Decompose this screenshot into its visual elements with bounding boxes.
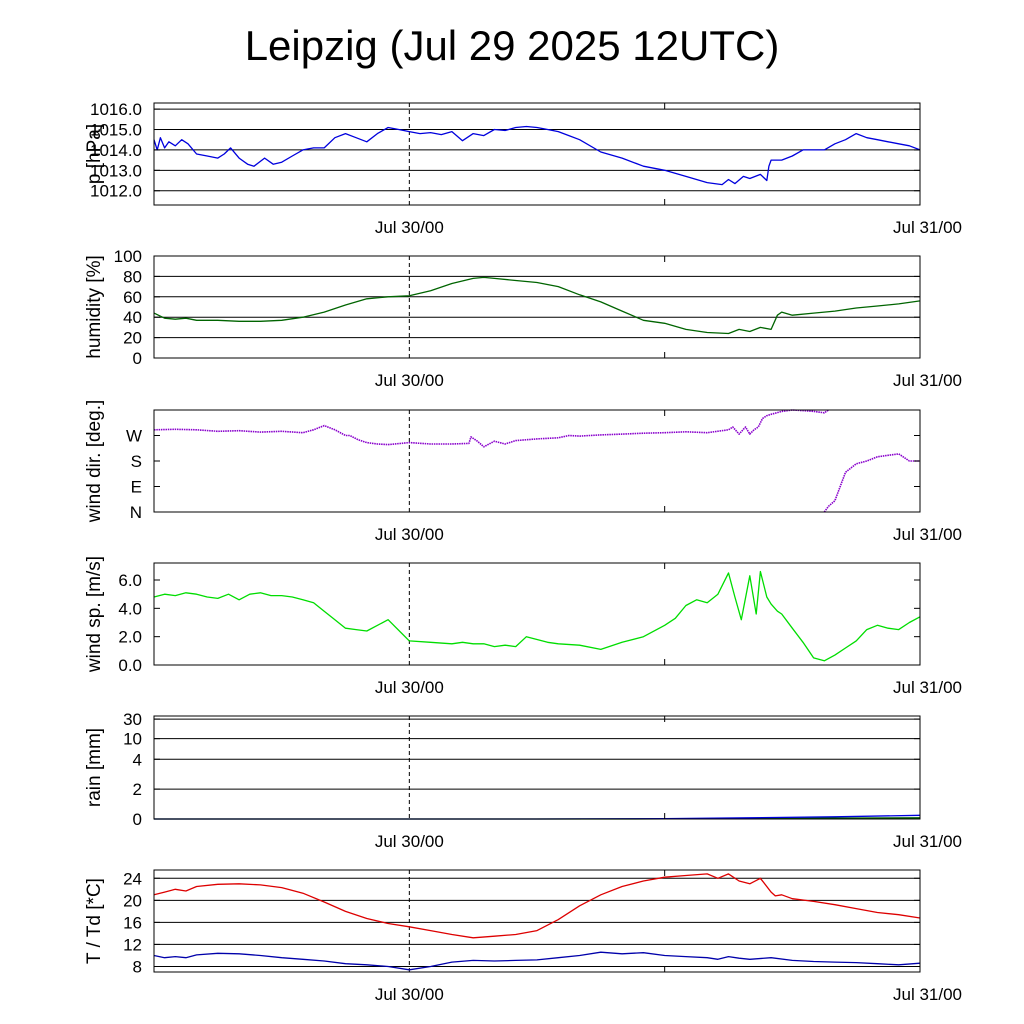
plot-frame	[153, 102, 921, 206]
series-line-temperature_dewpoint-1-0	[153, 951, 921, 971]
x-tick-label: Jul 31/00	[893, 371, 962, 390]
y-tick-label: 40	[123, 308, 142, 327]
x-tick-label: Jul 31/00	[893, 678, 962, 697]
panel-temperature_dewpoint: 24 20 16 12 8 Jul 30/00 Jul 31/00 T / Td [*C]	[84, 869, 962, 1004]
y-axis-label: wind dir. [deg.]	[84, 400, 105, 524]
y-tick-label: 60	[123, 288, 142, 307]
panel-wind_speed: 6.0 4.0 2.0 0.0 Jul 30/00 Jul 31/00 wind sp. […	[84, 556, 962, 697]
x-tick-label: Jul 30/00	[375, 218, 444, 237]
y-axis-label: T / Td [*C]	[84, 878, 105, 964]
y-tick-label: 6.0	[118, 571, 142, 590]
y-tick-label: 1014.0	[90, 141, 142, 160]
y-tick-label: 4	[133, 750, 142, 769]
y-tick-label: 12	[123, 935, 142, 954]
y-tick-label: 20	[123, 891, 142, 910]
y-tick-label: 0.0	[118, 656, 142, 675]
plot-frame	[153, 715, 921, 820]
x-tick-label: Jul 30/00	[375, 985, 444, 1004]
y-tick-label: 1015.0	[90, 121, 142, 140]
x-tick-label: Jul 31/00	[893, 832, 962, 851]
x-tick-label: Jul 30/00	[375, 371, 444, 390]
y-tick-label: 30	[123, 710, 142, 729]
y-tick-label: W	[126, 427, 142, 446]
y-tick-label: S	[131, 452, 142, 471]
y-tick-label: 1016.0	[90, 100, 142, 119]
x-tick-label: Jul 30/00	[375, 525, 444, 544]
y-tick-label: 0	[133, 810, 142, 829]
series-line-wind_direction-0-1	[823, 453, 920, 513]
y-axis-label: wind sp. [m/s]	[84, 556, 105, 673]
y-tick-label: 2.0	[118, 628, 142, 647]
x-tick-label: Jul 31/00	[893, 985, 962, 1004]
series-line-humidity-0-0	[153, 276, 921, 335]
y-tick-label: 10	[123, 730, 142, 749]
plot-frame	[153, 409, 921, 513]
y-tick-label: 16	[123, 913, 142, 932]
series-line-wind_speed-0-0	[153, 570, 921, 662]
plot-frame	[153, 255, 921, 359]
y-tick-label: E	[131, 478, 142, 497]
y-tick-label: N	[130, 503, 142, 522]
plot-frame	[153, 562, 921, 666]
chart-title: Leipzig (Jul 29 2025 12UTC)	[244, 22, 780, 69]
series-line-temperature_dewpoint-0-0	[153, 873, 921, 939]
x-tick-label: Jul 31/00	[893, 218, 962, 237]
series-line-pressure-0-0	[153, 125, 921, 186]
x-tick-label: Jul 30/00	[375, 678, 444, 697]
y-tick-label: 2	[133, 780, 142, 799]
y-axis-label: humidity [%]	[84, 255, 105, 358]
plot-frame	[153, 869, 921, 973]
y-tick-label: 1012.0	[90, 182, 142, 201]
y-tick-label: 100	[114, 247, 142, 266]
x-tick-label: Jul 30/00	[375, 832, 444, 851]
y-tick-label: 24	[123, 869, 142, 888]
series-line-wind_direction-0-0	[153, 409, 829, 448]
y-tick-label: 1013.0	[90, 161, 142, 180]
y-tick-label: 8	[133, 957, 142, 976]
y-tick-label: 4.0	[118, 599, 142, 618]
y-tick-label: 0	[133, 349, 142, 368]
x-tick-label: Jul 31/00	[893, 525, 962, 544]
y-tick-label: 20	[123, 329, 142, 348]
y-axis-label: p [hPa]	[84, 124, 105, 184]
y-tick-label: 80	[123, 267, 142, 286]
y-axis-label: rain [mm]	[84, 728, 105, 807]
